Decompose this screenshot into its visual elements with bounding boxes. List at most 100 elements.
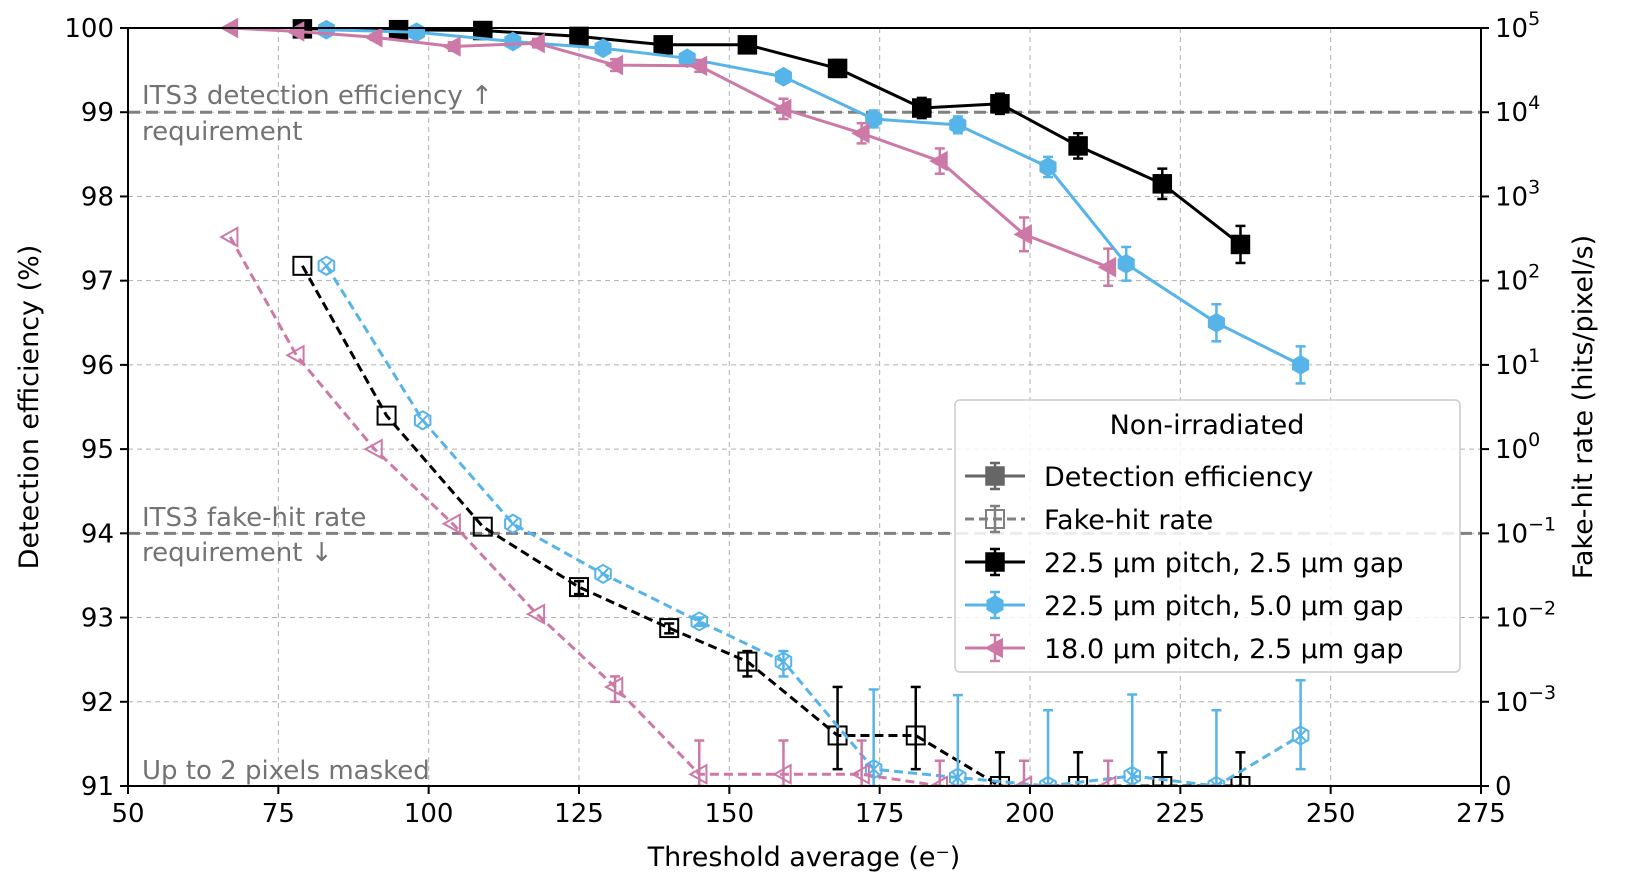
series-1-efficiency-point (388, 19, 409, 40)
series-3-efficiency-point (285, 21, 305, 42)
series-2-fake-hit-line (325, 265, 1302, 786)
series-2-efficiency-point-shape (1292, 355, 1310, 375)
series-1-fake-hit-errorbar (1235, 751, 1246, 786)
series-1-efficiency-point (912, 98, 932, 118)
legend-item-4: 22.5 µm pitch, 5.0 µm gap (965, 590, 1404, 622)
left-y-tick-label: 91 (81, 772, 114, 802)
series-2-fake-hit-point-shape (1291, 725, 1310, 746)
series-2-fake-hit-point-shape (690, 611, 709, 632)
series-2-fake-hit-point-cross (1210, 780, 1218, 786)
series-3-fake-hit-point (525, 603, 546, 625)
series-1-fake-hit-point (1230, 776, 1251, 786)
series-2-efficiency-point-shape (1207, 312, 1225, 333)
series-3-efficiency-point (929, 150, 948, 172)
series-1-fake-hit-point (659, 618, 680, 639)
series-3-efficiency-point (688, 55, 708, 77)
left-y-tick-label: 97 (81, 267, 114, 297)
series-2-efficiency-point-shape (774, 66, 792, 87)
series-2-fake-hit-point (864, 759, 883, 780)
series-2-fake-hit-point (317, 255, 336, 276)
right-y-tick-label: 101 (1495, 345, 1540, 381)
series-2-fake-hit-point-cross (1294, 729, 1307, 742)
series-3-fake-hit-errorbar (610, 675, 621, 704)
legend-item-3: 22.5 µm pitch, 2.5 µm gap (965, 547, 1404, 579)
series-2-fake-hit-point (1207, 775, 1226, 786)
series-2-efficiency-point-shape (678, 48, 696, 69)
right-y-axis-label: Fake-hit rate (hits/pixel/s) (1568, 235, 1599, 579)
series-2-fake-hit-point-cross (867, 763, 880, 775)
left-y-tick-label: 99 (81, 98, 114, 128)
series-1-fake-hit-errorbar (1073, 751, 1084, 786)
series-2-fake-hit-point (1291, 725, 1310, 746)
legend-label: Detection efficiency (1044, 462, 1313, 493)
plot-frame (127, 27, 1482, 787)
right-y-tick-label: 105 (1495, 8, 1540, 44)
series-1-fake-hit-point (1068, 776, 1089, 786)
right-y-tick-label: 10−1 (1495, 513, 1556, 549)
series-1-efficiency-line (302, 27, 1242, 246)
series-2-fake-hit-errorbar (1043, 708, 1054, 786)
series-2-fake-hit-point-shape (864, 759, 883, 780)
annotations: ITS3 detection efficiency ↑ requirement … (142, 81, 493, 786)
right-y-tick-label: 102 (1495, 261, 1540, 297)
series-1-fake-hit-errorbar (664, 622, 675, 635)
series-2-fake-hit-point-shape (594, 563, 612, 585)
series-2-fake-hit-point-cross (1126, 770, 1138, 782)
series-2-efficiency-point (504, 31, 522, 52)
x-tick-label: 275 (1456, 799, 1506, 829)
legend-marker (985, 552, 1005, 572)
x-tick-label: 125 (554, 799, 604, 829)
x-tick-label: 250 (1306, 799, 1356, 829)
series-layer (219, 17, 1310, 786)
series-2-efficiency-point (1292, 355, 1310, 375)
series-2-efficiency-point-shape (594, 38, 612, 59)
masked-pixels-note: Up to 2 pixels masked (142, 756, 430, 786)
series-2-fake-hit-point-shape (317, 255, 336, 276)
x-tick-label: 225 (1156, 799, 1206, 829)
legend-item-2: Fake-hit rate (965, 504, 1213, 536)
series-3-efficiency-line (230, 26, 1109, 269)
series-2-fake-hit-point-cross (1214, 780, 1223, 786)
series-2-fake-hit-point-shape (949, 767, 967, 786)
series-3-efficiency-point (604, 54, 624, 76)
series-1-fake-hit-point (472, 516, 493, 537)
series-2-fake-hit-point (1123, 765, 1141, 786)
efficiency-requirement-label-line2: requirement (142, 117, 302, 147)
right-y-tick-label: 10−3 (1495, 682, 1556, 718)
series-3-fake-hit-point (1012, 775, 1033, 786)
series-2-fake-hit-point-cross (693, 615, 705, 628)
series-2-fake-hit-point (413, 410, 432, 431)
right-y-tick-label: 103 (1495, 176, 1540, 212)
legend-label: Fake-hit rate (1044, 505, 1213, 536)
series-2-efficiency-point (1207, 312, 1225, 333)
series-2-efficiency-point-shape (865, 109, 883, 129)
series-2-efficiency-point (865, 109, 883, 129)
series-2-fake-hit-point (594, 563, 612, 585)
series-3-fake-hit-point (363, 438, 383, 460)
series-2-fake-hit-point (949, 767, 967, 786)
series-3-fake-hit-point (1097, 775, 1117, 786)
series-2-efficiency-point (408, 22, 426, 43)
series-2-fake-hit-point-shape (1039, 775, 1057, 786)
legend: Non-irradiated Detection efficiency Fake-… (954, 399, 1461, 673)
x-tick-label: 75 (262, 799, 295, 829)
right-y-tick-label: 104 (1495, 92, 1540, 128)
left-y-axis: 91 92 93 94 95 96 97 98 99 100 (64, 14, 128, 802)
series-2-fake-hit-point-cross (320, 260, 333, 272)
series-1-fake-hit-point (569, 577, 589, 598)
series-1-fake-hit-point (737, 651, 758, 672)
series-2-fake-hit-point (1039, 775, 1057, 786)
series-2-efficiency-point-shape (1039, 157, 1057, 177)
legend-marker (985, 466, 1005, 486)
series-3-efficiency-point (1013, 224, 1032, 245)
left-y-tick-label: 92 (81, 688, 114, 718)
x-tick-label: 50 (111, 799, 144, 829)
left-y-tick-label: 100 (64, 14, 114, 44)
series-2-fake-hit-errorbar (952, 693, 963, 786)
series-1-fake-hit-point (905, 725, 926, 746)
left-y-tick-label: 93 (81, 604, 114, 634)
series-2-fake-hit-point-cross (952, 771, 964, 784)
series-3-fake-hit-point (850, 763, 870, 785)
series-2-fake-hit-errorbar (1211, 708, 1222, 786)
series-1-fake-hit-errorbar (742, 649, 753, 678)
